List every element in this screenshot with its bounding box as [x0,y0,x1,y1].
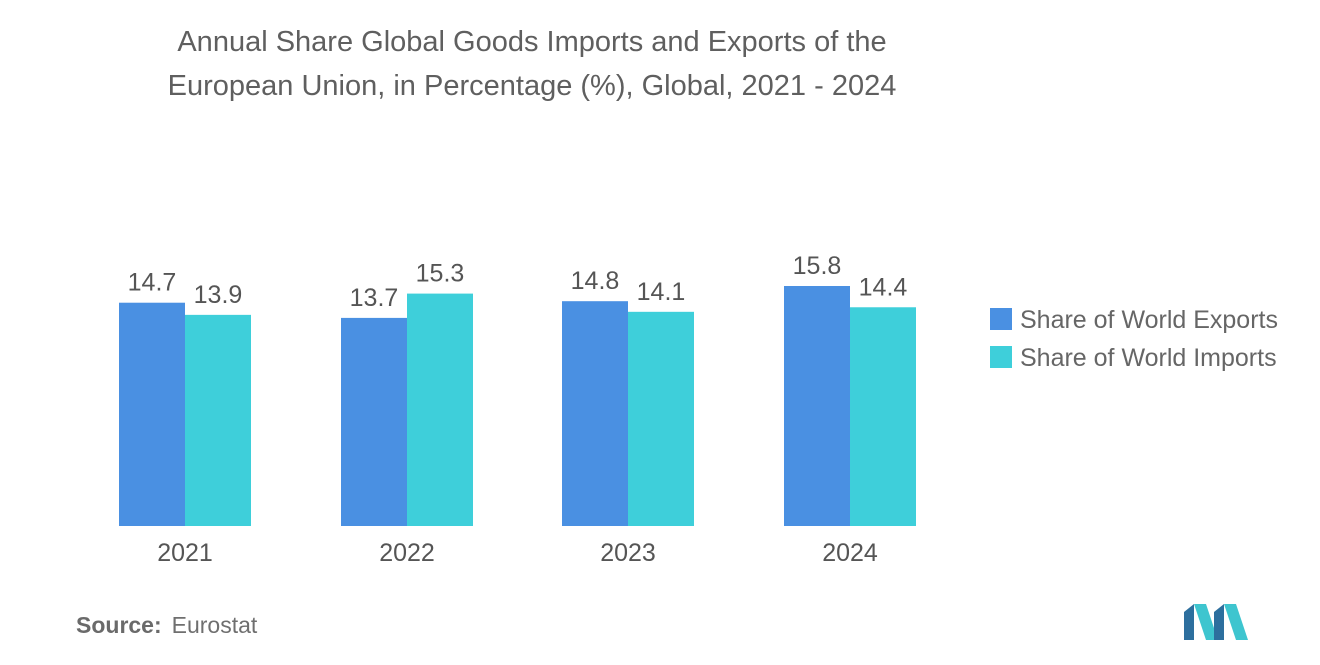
data-label-imports-2021: 13.9 [194,281,243,309]
data-label-imports-2023: 14.1 [637,278,686,306]
chart-title-line-2: European Union, in Percentage (%), Globa… [167,70,897,102]
legend-swatch-exports [990,308,1012,330]
x-tick-label-2021: 2021 [157,539,213,567]
data-label-exports-2024: 15.8 [793,252,842,280]
data-label-exports-2023: 14.8 [571,267,620,295]
bar-exports-2023 [562,301,628,526]
bar-exports-2021 [119,302,185,526]
bar-exports-2024 [784,286,850,526]
company-logo-icon [1184,604,1248,640]
data-label-exports-2022: 13.7 [350,284,399,312]
chart-title-line-1: Annual Share Global Goods Imports and Ex… [177,26,887,58]
source-note: Source: Eurostat [76,612,257,639]
data-label-exports-2021: 14.7 [128,269,177,297]
bar-chart: 14.7 13.9 2021 13.7 15.3 2022 14.8 14.1 2023 15.8… [119,252,1278,567]
bar-imports-2024 [850,307,916,526]
legend-label-imports: Share of World Imports [1020,344,1277,372]
data-label-imports-2022: 15.3 [416,260,465,288]
bar-exports-2022 [341,317,407,526]
chart-title: Annual Share Global Goods Imports and Ex… [132,20,932,108]
x-tick-label-2023: 2023 [600,539,656,567]
x-tick-label-2022: 2022 [379,539,435,567]
bar-imports-2023 [628,311,694,526]
legend-swatch-imports [990,346,1012,368]
source-value: Eurostat [171,612,258,638]
bar-imports-2021 [185,314,251,526]
x-tick-label-2024: 2024 [822,539,878,567]
legend-label-exports: Share of World Exports [1020,306,1278,334]
bar-imports-2022 [407,293,473,526]
data-label-imports-2024: 14.4 [859,273,908,301]
source-label: Source: [76,612,162,638]
